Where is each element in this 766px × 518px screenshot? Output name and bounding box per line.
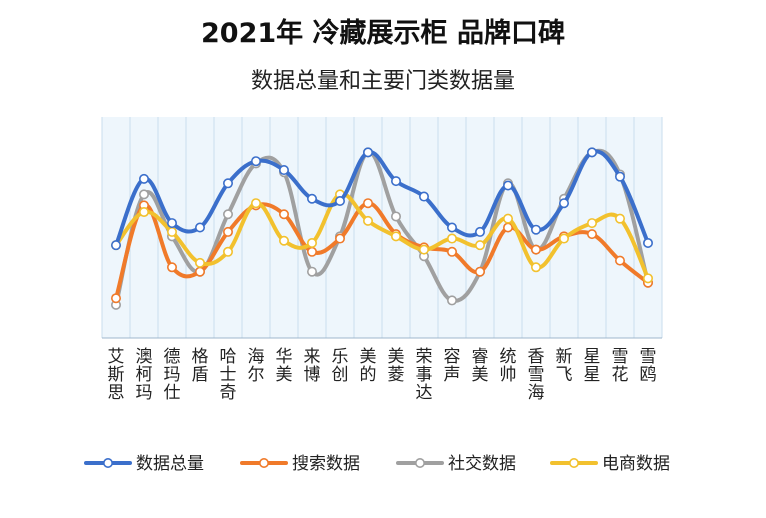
x-tick-label: 乐创: [332, 347, 349, 385]
x-tick-label: 美的: [360, 347, 377, 385]
legend-marker: [568, 457, 579, 468]
series-1: [111, 147, 653, 251]
data-point: [642, 237, 653, 248]
data-point: [167, 262, 178, 273]
data-point: [278, 165, 289, 176]
legend-label: 搜索数据: [292, 454, 360, 474]
data-point: [223, 246, 234, 257]
data-point: [586, 147, 597, 158]
data-point: [390, 231, 401, 242]
legend-marker: [103, 457, 114, 468]
legend-label: 电商数据: [602, 454, 670, 474]
data-point: [139, 173, 150, 184]
data-point: [306, 237, 317, 248]
data-point: [558, 198, 569, 209]
data-point: [446, 233, 457, 244]
data-point: [306, 246, 317, 257]
legend-label: 社交数据: [448, 454, 516, 474]
data-point: [223, 209, 234, 220]
data-point: [195, 222, 206, 233]
data-point: [502, 180, 513, 191]
chart-title: 2021年 冷藏展示柜 品牌口碑: [201, 17, 565, 49]
legend: 数据总量 搜索数据 社交数据 电商数据: [84, 454, 670, 474]
data-point: [418, 244, 429, 255]
x-tick-label: 星星: [584, 347, 601, 385]
x-tick-label: 海尔: [248, 347, 265, 385]
data-point: [251, 156, 262, 167]
data-point: [474, 226, 485, 237]
data-point: [446, 295, 457, 306]
data-point: [474, 266, 485, 277]
data-point: [111, 293, 122, 304]
legend-item: 社交数据: [396, 454, 516, 474]
data-point: [334, 195, 345, 206]
x-tick-label: 香雪海: [528, 347, 545, 403]
legend-label: 数据总量: [136, 454, 204, 474]
series-line: [114, 201, 650, 301]
data-point: [362, 198, 373, 209]
data-point: [390, 211, 401, 222]
data-point: [334, 233, 345, 244]
data-point: [642, 273, 653, 284]
data-point: [418, 191, 429, 202]
x-tick-label: 统帅: [500, 347, 517, 385]
x-tick-label: 格盾: [192, 347, 209, 385]
data-point: [167, 218, 178, 229]
x-tick-label: 雪鸥: [640, 347, 657, 385]
data-point: [474, 240, 485, 251]
x-tick-label: 德玛仕: [164, 347, 181, 403]
legend-item: 电商数据: [550, 454, 670, 474]
x-tick-label: 美菱: [388, 347, 405, 385]
data-point: [586, 229, 597, 240]
data-point: [111, 240, 122, 251]
data-point: [614, 171, 625, 182]
data-point: [502, 213, 513, 224]
data-point: [306, 193, 317, 204]
data-point: [614, 255, 625, 266]
data-point: [139, 207, 150, 218]
x-tick-label: 澳柯玛: [136, 347, 153, 403]
data-point: [446, 222, 457, 233]
data-point: [362, 215, 373, 226]
x-tick-label: 艾斯思: [108, 347, 125, 403]
chart-subtitle: 数据总量和主要门类数据量: [251, 69, 515, 94]
x-axis-labels: 艾斯思澳柯玛德玛仕格盾哈士奇海尔华美来博乐创美的美菱荣事达容声睿美统帅香雪海新飞…: [108, 347, 657, 403]
data-point: [139, 189, 150, 200]
data-point: [195, 266, 206, 277]
x-tick-label: 新飞: [556, 347, 573, 385]
data-point: [530, 262, 541, 273]
x-tick-label: 容声: [444, 347, 461, 385]
legend-item: 搜索数据: [240, 454, 360, 474]
data-point: [558, 233, 569, 244]
x-tick-label: 睿美: [472, 347, 489, 385]
legend-item: 数据总量: [84, 454, 204, 474]
x-tick-label: 荣事达: [416, 347, 433, 403]
data-point: [446, 246, 457, 257]
x-tick-label: 哈士奇: [220, 347, 237, 403]
data-point: [278, 235, 289, 246]
data-point: [502, 222, 513, 233]
legend-marker: [258, 457, 269, 468]
data-point: [167, 226, 178, 237]
data-point: [530, 244, 541, 255]
x-tick-label: 来博: [304, 347, 321, 385]
data-point: [223, 178, 234, 189]
series-lines: [111, 147, 653, 310]
data-point: [306, 266, 317, 277]
data-point: [278, 209, 289, 220]
x-tick-label: 雪花: [612, 347, 629, 385]
data-point: [195, 257, 206, 268]
data-point: [223, 226, 234, 237]
data-point: [251, 198, 262, 209]
data-point: [614, 213, 625, 224]
data-point: [530, 224, 541, 235]
data-point: [362, 147, 373, 158]
data-point: [390, 176, 401, 187]
legend-marker: [414, 457, 425, 468]
data-point: [586, 218, 597, 229]
x-tick-label: 华美: [276, 347, 293, 385]
